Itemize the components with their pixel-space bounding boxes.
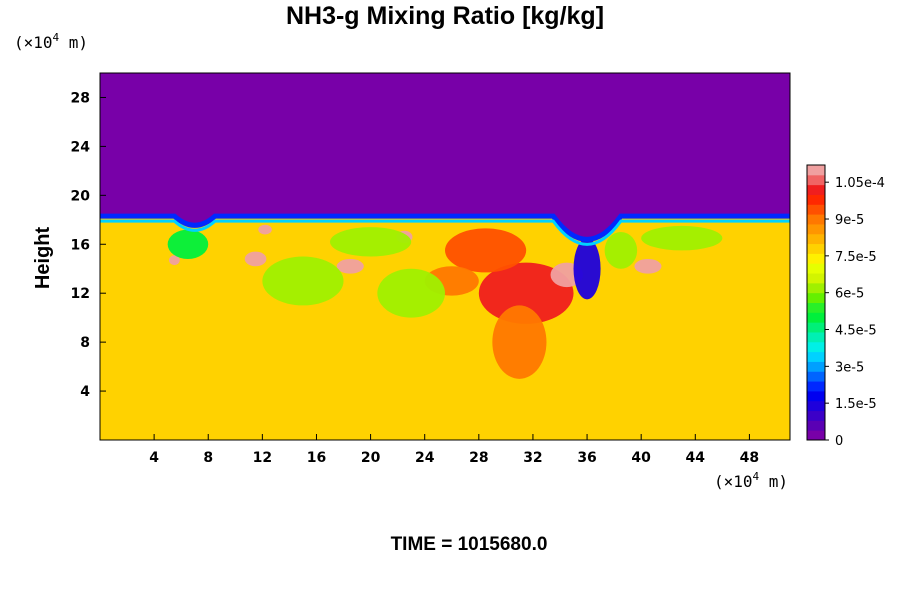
y-tick-label: 4 <box>80 384 90 400</box>
colorbar-swatch <box>807 253 825 264</box>
colorbar-swatch <box>807 282 825 294</box>
colorbar-swatch <box>807 223 825 235</box>
colorbar-swatch <box>807 381 825 392</box>
colorbar-frame <box>806 164 826 441</box>
y-axis-label: Height <box>32 227 54 290</box>
colorbar-swatch <box>807 263 825 274</box>
heatmap-feature-6 <box>258 224 272 235</box>
colorbar-swatch <box>807 430 825 441</box>
x-tick-label: 44 <box>686 450 706 466</box>
colorbar-swatch <box>807 361 825 372</box>
colorbar-swatch <box>807 174 825 186</box>
colorbar-tick-label: 7.5e-5 <box>835 250 877 265</box>
colorbar-swatch <box>807 371 825 382</box>
colorbar-tick-label: 3e-5 <box>835 360 864 375</box>
heatmap-feature-13 <box>492 305 547 379</box>
y-axis-unit: (×104 m) <box>14 31 88 52</box>
x-tick-label: 20 <box>361 450 381 466</box>
heatmap-feature-10 <box>573 238 601 300</box>
x-tick-label: 12 <box>253 450 272 466</box>
x-tick-label: 48 <box>740 450 759 466</box>
colorbar-swatch <box>807 302 825 313</box>
y-axis-ticks: 4 8 12 16 20 24 28 <box>71 90 106 400</box>
colorbar-tick-label: 9e-5 <box>835 213 864 228</box>
heatmap-feature-16 <box>167 229 209 259</box>
colorbar-swatch <box>807 351 825 362</box>
heatmap-feature-4 <box>634 258 662 274</box>
heatmap-plot-area <box>99 72 791 441</box>
heatmap-features <box>167 224 723 379</box>
x-tick-label: 24 <box>415 450 435 466</box>
colorbar-swatch <box>807 400 825 412</box>
colorbar-tick-label: 4.5e-5 <box>835 324 877 339</box>
colorbar-swatch <box>807 165 825 176</box>
x-tick-label: 8 <box>203 450 213 466</box>
colorbar-swatch <box>807 322 825 333</box>
colorbar-swatch <box>807 390 825 402</box>
colorbar-swatch <box>807 410 825 421</box>
colorbar-swatch <box>807 273 825 284</box>
colorbar-swatch <box>807 341 825 353</box>
colorbar-ticks: 0 1.5e-5 3e-5 4.5e-5 6e-5 7.5e-5 9e-5 1.05e-4 <box>825 176 885 449</box>
heatmap-feature-11 <box>262 256 344 306</box>
plot-frame <box>99 72 791 441</box>
colorbar-tick-label: 1.05e-4 <box>835 176 885 191</box>
colorbar-swatch <box>807 233 825 245</box>
y-tick-label: 12 <box>71 286 90 302</box>
heatmap-feature-8 <box>445 228 527 273</box>
x-tick-label: 40 <box>631 450 651 466</box>
colorbar-swatch <box>807 312 825 323</box>
colorbar-swatch <box>807 292 825 303</box>
y-tick-label: 24 <box>71 139 91 155</box>
heatmap-feature-5 <box>169 255 180 266</box>
x-tick-label: 28 <box>469 450 488 466</box>
colorbar-tick-label: 1.5e-5 <box>835 397 877 412</box>
colorbar-swatch <box>807 331 825 343</box>
y-tick-label: 8 <box>80 335 90 351</box>
colorbar-swatch <box>807 420 825 431</box>
x-tick-label: 32 <box>523 450 542 466</box>
heatmap-feature-2 <box>336 258 364 274</box>
chart-title: NH3-g Mixing Ratio [kg/kg] <box>286 2 604 30</box>
x-axis-ticks: 4 8 12 16 20 24 28 32 36 40 44 48 <box>149 434 759 466</box>
colorbar-swatch <box>807 194 825 205</box>
x-tick-label: 16 <box>307 450 326 466</box>
y-tick-label: 28 <box>71 90 90 106</box>
y-tick-label: 16 <box>71 237 90 253</box>
x-tick-label: 36 <box>577 450 596 466</box>
colorbar-swatch <box>807 214 825 225</box>
colorbar-tick-label: 6e-5 <box>835 287 864 302</box>
colorbar-swatch <box>807 184 825 195</box>
heatmap-boundary-band-2 <box>100 219 790 246</box>
x-axis-unit: (×104 m) <box>714 470 788 491</box>
heatmap-feature-15 <box>330 227 412 257</box>
colorbar <box>806 164 826 441</box>
heatmap-feature-14 <box>604 232 638 269</box>
heatmap-upper-region <box>100 73 790 240</box>
heatmap-feature-12 <box>377 268 446 318</box>
time-label: TIME = 1015680.0 <box>391 534 548 555</box>
colorbar-tick-label: 0 <box>835 434 843 449</box>
heatmap-boundary-band <box>100 213 790 242</box>
x-tick-label: 4 <box>149 450 159 466</box>
colorbar-swatch <box>807 243 825 254</box>
heatmap-feature-0 <box>478 262 574 324</box>
heatmap-feature-17 <box>641 225 723 251</box>
heatmap-feature-3 <box>244 251 267 267</box>
colorbar-swatch <box>807 204 825 215</box>
y-tick-label: 20 <box>71 188 91 204</box>
